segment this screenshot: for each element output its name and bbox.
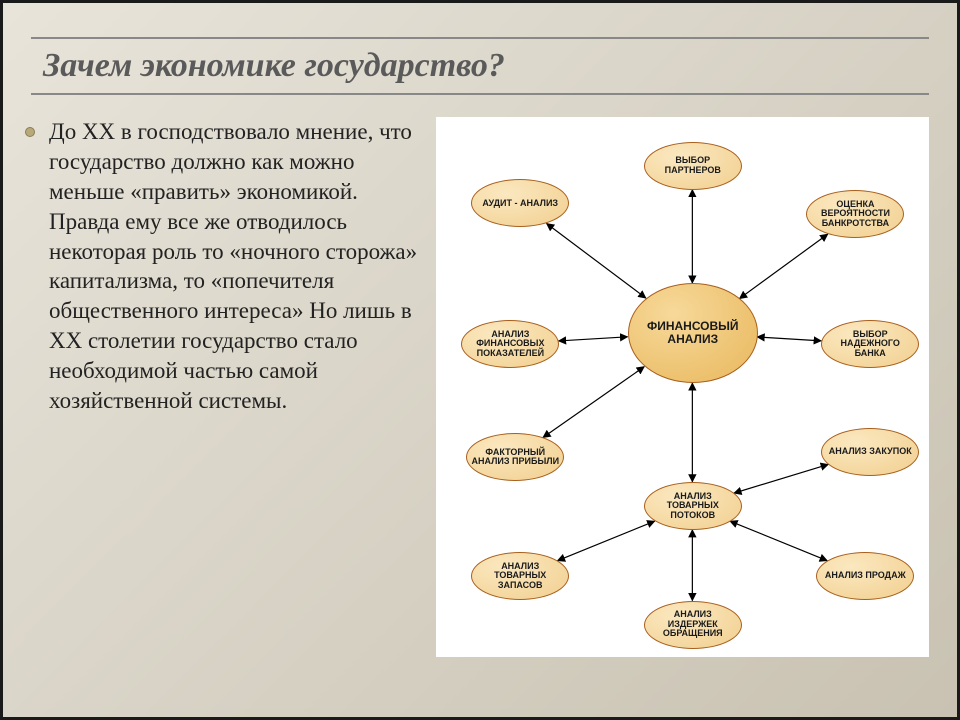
edge-financial-analysis-factor-profit bbox=[543, 367, 644, 438]
edge-commodity-flows-inventory-analysis bbox=[558, 521, 655, 561]
slide-frame: Зачем экономике государство? До XX в гос… bbox=[0, 0, 960, 720]
node-inventory-analysis: АНАЛИЗ ТОВАРНЫХ ЗАПАСОВ bbox=[471, 552, 569, 600]
node-circulation-costs: АНАЛИЗ ИЗДЕРЖЕК ОБРАЩЕНИЯ bbox=[644, 601, 742, 649]
text-column: До XX в господствовало мнение, что госуд… bbox=[31, 117, 418, 657]
node-commodity-flows: АНАЛИЗ ТОВАРНЫХ ПОТОКОВ bbox=[644, 482, 742, 530]
diagram-area: ФИНАНСОВЫЙ АНАЛИЗ ВЫБОР ПАРТНЕРОВ ОЦЕНКА В… bbox=[436, 117, 929, 657]
node-factor-profit: ФАКТОРНЫЙ АНАЛИЗ ПРИБЫЛИ bbox=[466, 433, 564, 481]
edge-financial-analysis-fin-indicators bbox=[559, 337, 628, 341]
node-bank-choice: ВЫБОР НАДЕЖНОГО БАНКА bbox=[821, 320, 919, 368]
node-purchase-analysis: АНАЛИЗ ЗАКУПОК bbox=[821, 428, 919, 476]
node-sales-analysis: АНАЛИЗ ПРОДАЖ bbox=[816, 552, 914, 600]
title-bar: Зачем экономике государство? bbox=[31, 37, 929, 95]
slide-title: Зачем экономике государство? bbox=[43, 47, 917, 85]
node-fin-indicators: АНАЛИЗ ФИНАНСОВЫХ ПОКАЗАТЕЛЕЙ bbox=[461, 320, 559, 368]
node-financial-analysis: ФИНАНСОВЫЙ АНАЛИЗ bbox=[628, 283, 758, 383]
edge-commodity-flows-purchase-analysis bbox=[734, 464, 828, 493]
edge-financial-analysis-audit-analysis bbox=[547, 224, 646, 299]
edge-financial-analysis-bankruptcy-prob bbox=[740, 234, 828, 298]
node-bankruptcy-prob: ОЦЕНКА ВЕРОЯТНОСТИ БАНКРОТСТВА bbox=[806, 190, 904, 238]
edge-financial-analysis-bank-choice bbox=[758, 337, 822, 341]
bullet-icon bbox=[25, 127, 35, 137]
node-audit-analysis: АУДИТ - АНАЛИЗ bbox=[471, 179, 569, 227]
node-partner-choice: ВЫБОР ПАРТНЕРОВ bbox=[644, 142, 742, 190]
edge-commodity-flows-sales-analysis bbox=[730, 521, 827, 561]
body-paragraph: До XX в господствовало мнение, что госуд… bbox=[49, 117, 418, 416]
content-row: До XX в господствовало мнение, что госуд… bbox=[31, 117, 929, 657]
